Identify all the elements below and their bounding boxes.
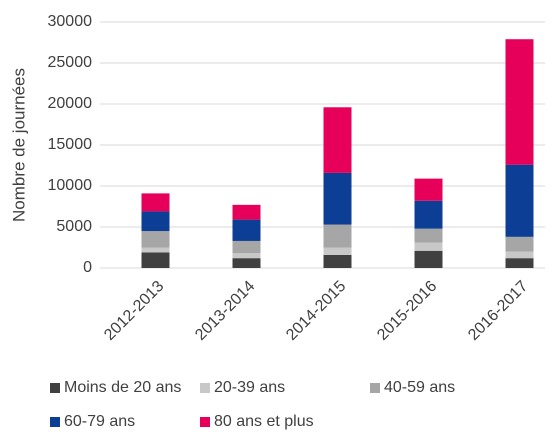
x-tick-label: 2013-2014 [192, 278, 258, 344]
legend-label: Moins de 20 ans [64, 379, 181, 396]
legend-swatch [200, 417, 210, 427]
bar-segment [505, 39, 534, 165]
bar-segment [141, 252, 170, 268]
bar-segment [141, 211, 170, 232]
legend-swatch [50, 417, 60, 427]
bar-segment [232, 204, 261, 220]
y-tick-label: 20000 [48, 95, 93, 112]
legend-label: 80 ans et plus [214, 413, 314, 430]
legend-swatch [200, 383, 210, 393]
bar-segment [414, 228, 443, 243]
bar-segment [505, 251, 534, 259]
bar-segment [232, 219, 261, 241]
x-tick-label: 2014-2015 [283, 278, 349, 344]
x-tick-label: 2015-2016 [374, 278, 440, 344]
legend-swatch [50, 383, 60, 393]
bar-segment [414, 250, 443, 268]
bar-segment [505, 164, 534, 237]
legend-swatch [370, 383, 380, 393]
bar-segment [505, 258, 534, 268]
bar-segment [323, 247, 352, 255]
bar-segment [141, 231, 170, 248]
bar-segment [414, 200, 443, 229]
y-tick-label: 5000 [56, 218, 92, 235]
bar-segment [414, 178, 443, 201]
legend-label: 20-39 ans [214, 379, 285, 396]
bar-segment [505, 236, 534, 252]
bar-segment [323, 172, 352, 225]
y-tick-label: 10000 [48, 177, 93, 194]
bar-segment [232, 258, 261, 268]
legend-label: 60-79 ans [64, 413, 135, 430]
bar-segment [232, 240, 261, 254]
y-tick-label: 25000 [48, 54, 93, 71]
y-axis-label: Nombre de journées [9, 68, 28, 222]
x-tick-label: 2012-2013 [101, 278, 167, 344]
bar-segment [232, 253, 261, 259]
legend-label: 40-59 ans [384, 379, 455, 396]
bar-segment [323, 107, 352, 173]
bar-segment [414, 242, 443, 251]
bar-segment [141, 247, 170, 253]
bar-segment [323, 254, 352, 268]
y-tick-label: 15000 [48, 136, 93, 153]
y-tick-label: 0 [83, 259, 92, 276]
bar-segment [141, 193, 170, 212]
y-tick-label: 30000 [48, 13, 93, 30]
bar-segment [323, 224, 352, 248]
x-tick-label: 2016-2017 [465, 278, 531, 344]
